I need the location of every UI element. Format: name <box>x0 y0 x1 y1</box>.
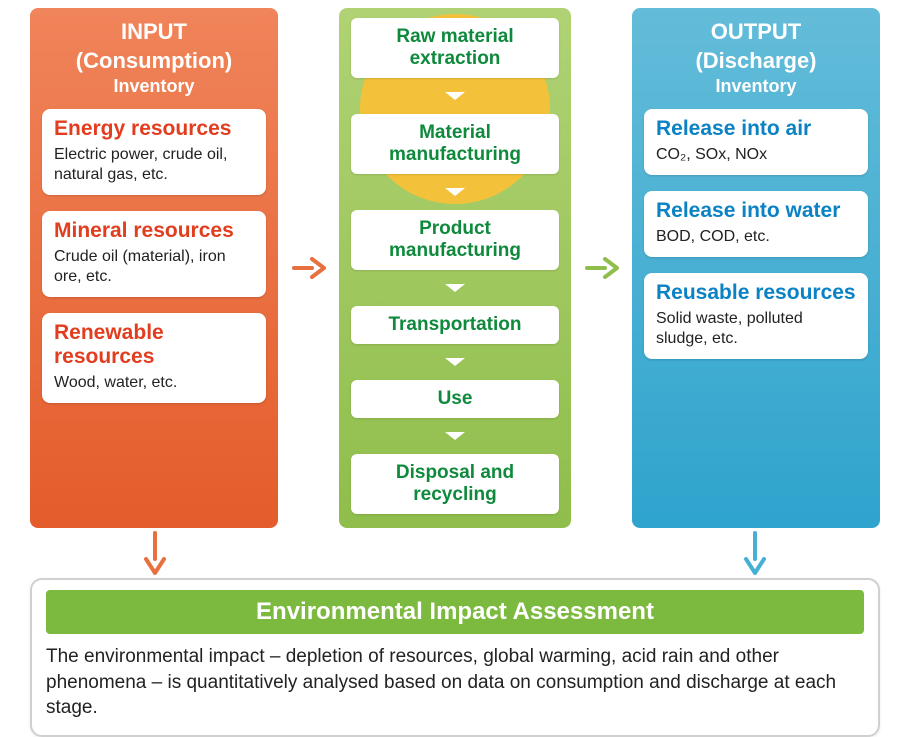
card-desc: CO₂, SOx, NOx <box>656 145 856 165</box>
card-title: Release into air <box>656 117 856 141</box>
arrow-process-to-output <box>584 8 620 528</box>
output-card: Reusable resources Solid waste, polluted… <box>644 273 868 359</box>
output-header-main: OUTPUT <box>644 18 868 47</box>
output-header: OUTPUT (Discharge) Inventory <box>644 18 868 99</box>
card-desc: Electric power, crude oil, natural gas, … <box>54 145 254 185</box>
arrow-input-to-process <box>291 8 327 528</box>
chevron-down-icon <box>351 282 559 294</box>
card-desc: Crude oil (material), iron ore, etc. <box>54 247 254 287</box>
card-title: Energy resources <box>54 117 254 141</box>
output-card: Release into water BOD, COD, etc. <box>644 191 868 257</box>
process-step: Use <box>351 380 559 418</box>
input-column: INPUT (Consumption) Inventory Energy res… <box>30 8 278 528</box>
card-title: Renewable resources <box>54 321 254 369</box>
card-desc: Wood, water, etc. <box>54 373 254 393</box>
output-header-paren: (Discharge) <box>644 47 868 76</box>
arrow-right-icon <box>585 253 619 283</box>
footer-text: The environmental impact – depletion of … <box>46 644 864 721</box>
footer-title: Environmental Impact Assessment <box>46 590 864 634</box>
arrow-input-down <box>140 528 170 578</box>
process-step: Product manufacturing <box>351 210 559 270</box>
down-arrows-row <box>30 528 880 578</box>
card-title: Reusable resources <box>656 281 856 305</box>
output-header-sub: Inventory <box>644 75 868 98</box>
input-header: INPUT (Consumption) Inventory <box>42 18 266 99</box>
arrow-right-icon <box>292 253 326 283</box>
process-step: Material manufacturing <box>351 114 559 174</box>
top-row: INPUT (Consumption) Inventory Energy res… <box>30 8 880 528</box>
chevron-down-icon <box>351 356 559 368</box>
arrow-down-icon <box>140 531 170 575</box>
output-column: OUTPUT (Discharge) Inventory Release int… <box>632 8 880 528</box>
process-step-label: Disposal and recycling <box>396 462 514 505</box>
chevron-down-icon <box>351 90 559 102</box>
chevron-down-icon <box>351 430 559 442</box>
process-step-label: Raw material extraction <box>396 26 513 69</box>
process-step-label: Transportation <box>388 314 521 335</box>
chevron-down-icon <box>351 186 559 198</box>
input-card: Mineral resources Crude oil (material), … <box>42 211 266 297</box>
input-card: Renewable resources Wood, water, etc. <box>42 313 266 403</box>
input-header-paren: (Consumption) <box>42 47 266 76</box>
arrow-down-icon <box>740 531 770 575</box>
process-step: Raw material extraction <box>351 18 559 78</box>
card-desc: BOD, COD, etc. <box>656 227 856 247</box>
footer-box: Environmental Impact Assessment The envi… <box>30 578 880 737</box>
process-step-label: Material manufacturing <box>389 122 521 165</box>
input-header-main: INPUT <box>42 18 266 47</box>
output-card: Release into air CO₂, SOx, NOx <box>644 109 868 175</box>
card-title: Release into water <box>656 199 856 223</box>
card-desc: Solid waste, polluted sludge, etc. <box>656 309 856 349</box>
input-header-sub: Inventory <box>42 75 266 98</box>
process-step-label: Use <box>438 388 473 409</box>
input-card: Energy resources Electric power, crude o… <box>42 109 266 195</box>
card-title: Mineral resources <box>54 219 254 243</box>
process-step-label: Product manufacturing <box>389 218 521 261</box>
process-stack: Raw material extraction Material manufac… <box>351 18 559 514</box>
arrow-output-down <box>740 528 770 578</box>
process-step: Transportation <box>351 306 559 344</box>
process-step: Disposal and recycling <box>351 454 559 514</box>
process-column: Raw material extraction Material manufac… <box>339 8 571 528</box>
